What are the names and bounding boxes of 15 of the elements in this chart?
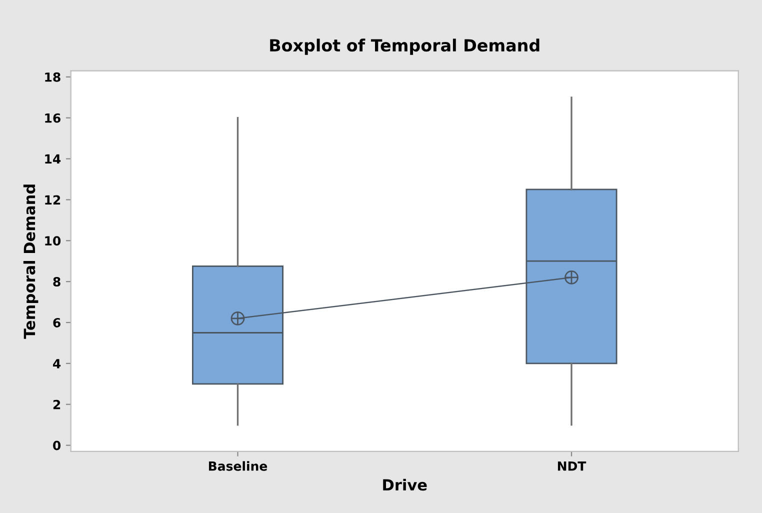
chart-title: Boxplot of Temporal Demand (270, 38, 540, 55)
y-tick-label: 2 (53, 400, 60, 410)
y-axis-title: Temporal Demand (23, 184, 38, 339)
y-tick-label: 8 (53, 277, 60, 287)
y-tick-label: 4 (53, 359, 61, 368)
x-axis-title: Drive (383, 478, 427, 491)
x-tick-label: Baseline (208, 461, 268, 471)
y-tick-label: 6 (53, 318, 60, 328)
y-tick-label: 0 (53, 440, 61, 450)
y-tick-label: 16 (45, 113, 60, 123)
y-tick-label: 18 (45, 72, 60, 82)
y-tick-label: 12 (45, 195, 60, 204)
y-tick-label: 14 (45, 154, 61, 164)
x-tick-label: NDT (558, 462, 586, 471)
y-tick-label: 10 (45, 236, 61, 246)
